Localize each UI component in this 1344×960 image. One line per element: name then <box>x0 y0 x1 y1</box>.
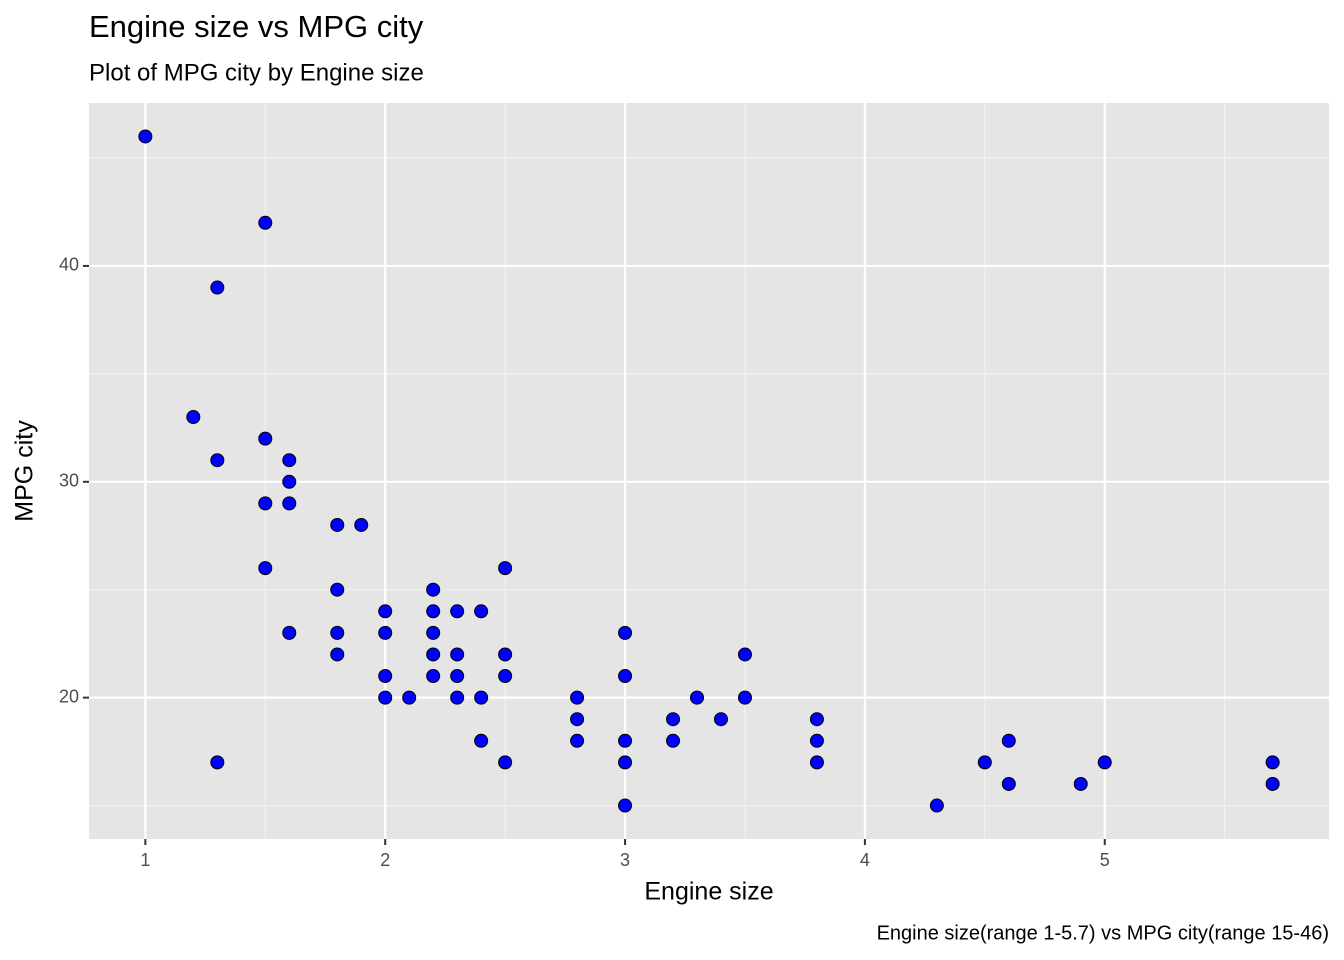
point <box>618 733 633 748</box>
point <box>618 625 633 640</box>
point <box>450 604 465 619</box>
point <box>450 690 465 705</box>
point <box>474 604 489 619</box>
point <box>378 669 393 684</box>
x-tick-label: 2 <box>380 850 390 870</box>
point <box>330 647 345 662</box>
point <box>1265 755 1280 770</box>
point <box>378 604 393 619</box>
point <box>210 280 225 295</box>
point <box>450 669 465 684</box>
point <box>330 625 345 640</box>
point <box>258 561 273 576</box>
point <box>570 733 585 748</box>
point <box>402 690 417 705</box>
point <box>498 669 513 684</box>
y-tick-label: 20 <box>59 686 79 706</box>
point <box>809 755 824 770</box>
point <box>282 625 297 640</box>
point <box>666 712 681 727</box>
point <box>570 690 585 705</box>
x-tick-label: 1 <box>140 850 150 870</box>
point <box>258 496 273 511</box>
x-tick-label: 4 <box>860 850 870 870</box>
x-axis-title: Engine size <box>644 878 773 906</box>
point <box>474 690 489 705</box>
x-tick-label: 3 <box>620 850 630 870</box>
point <box>474 733 489 748</box>
point <box>258 431 273 446</box>
point <box>426 669 441 684</box>
point <box>666 733 681 748</box>
point <box>498 561 513 576</box>
panel <box>89 103 1329 839</box>
point <box>210 453 225 468</box>
point <box>977 755 992 770</box>
point <box>354 517 369 532</box>
point <box>258 215 273 230</box>
point <box>618 798 633 813</box>
point <box>426 604 441 619</box>
point <box>426 582 441 597</box>
point <box>809 733 824 748</box>
point <box>737 690 752 705</box>
point <box>426 625 441 640</box>
point <box>1097 755 1112 770</box>
point <box>690 690 705 705</box>
point <box>378 690 393 705</box>
point <box>498 755 513 770</box>
point <box>138 129 153 144</box>
point <box>1001 776 1016 791</box>
point <box>282 453 297 468</box>
point <box>929 798 944 813</box>
y-tick-label: 30 <box>59 471 79 491</box>
point <box>1073 776 1088 791</box>
caption: Engine size(range 1-5.7) vs MPG city(ran… <box>877 922 1329 944</box>
point <box>282 496 297 511</box>
point <box>282 474 297 489</box>
point <box>618 755 633 770</box>
y-tick-label: 40 <box>59 255 79 275</box>
chart-subtitle: Plot of MPG city by Engine size <box>89 59 424 86</box>
point <box>809 712 824 727</box>
point <box>378 625 393 640</box>
point <box>713 712 728 727</box>
point <box>737 647 752 662</box>
point <box>426 647 441 662</box>
point <box>330 517 345 532</box>
point <box>186 410 201 425</box>
point <box>570 712 585 727</box>
point <box>210 755 225 770</box>
chart-title: Engine size vs MPG city <box>89 9 424 44</box>
point <box>618 669 633 684</box>
point <box>1001 733 1016 748</box>
point <box>498 647 513 662</box>
point <box>1265 776 1280 791</box>
y-axis-title: MPG city <box>11 420 39 522</box>
x-tick-label: 5 <box>1100 850 1110 870</box>
point <box>330 582 345 597</box>
point <box>450 647 465 662</box>
